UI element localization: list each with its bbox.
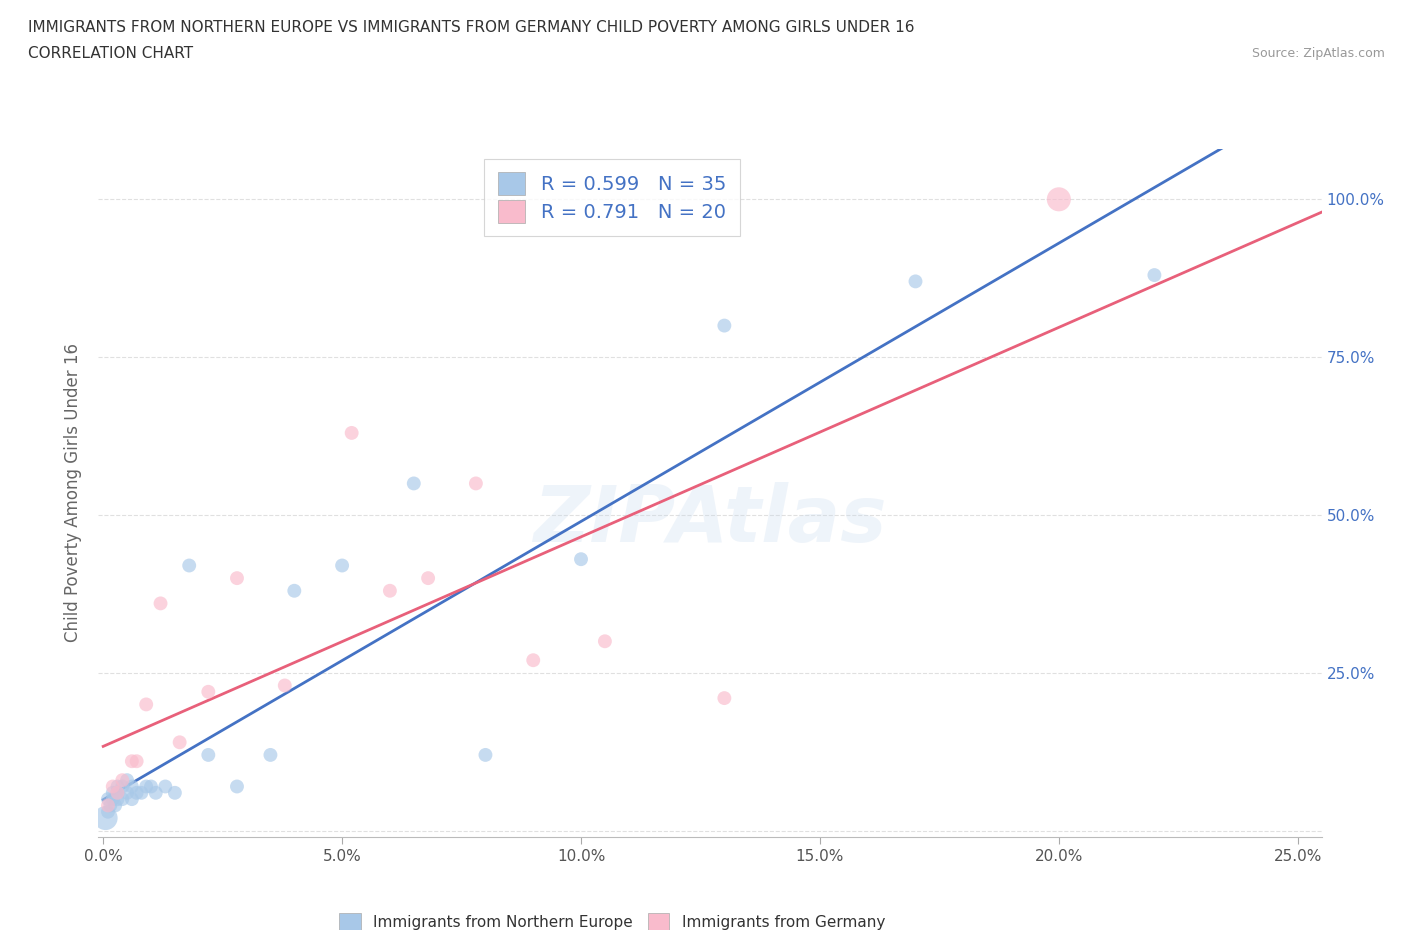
Point: [115, 785, 138, 800]
Point: [131, 785, 153, 800]
Point: [1047, 192, 1070, 206]
Point: [179, 558, 201, 573]
Point: [283, 583, 305, 598]
Point: [101, 791, 124, 806]
Point: [149, 596, 172, 611]
Point: [94, 811, 117, 826]
Point: [226, 571, 249, 586]
Point: [226, 779, 249, 794]
Point: [107, 785, 129, 800]
Point: [121, 754, 143, 769]
Point: [145, 785, 167, 800]
Point: [135, 697, 157, 711]
Point: [98, 798, 121, 813]
Text: ZIPAtlas: ZIPAtlas: [533, 483, 887, 558]
Point: [569, 551, 592, 566]
Point: [340, 426, 363, 441]
Point: [104, 798, 127, 813]
Point: [1143, 268, 1166, 283]
Point: [111, 773, 134, 788]
Point: [169, 735, 191, 750]
Point: [121, 791, 143, 806]
Point: [464, 476, 486, 491]
Point: [107, 785, 129, 800]
Point: [522, 653, 544, 668]
Point: [107, 779, 129, 794]
Point: [713, 691, 735, 706]
Point: [125, 785, 148, 800]
Point: [593, 634, 616, 649]
Point: [101, 785, 124, 800]
Point: [135, 779, 157, 794]
Point: [101, 779, 124, 794]
Point: [139, 779, 162, 794]
Point: [378, 583, 401, 598]
Point: [115, 773, 138, 788]
Point: [197, 684, 219, 699]
Y-axis label: Child Poverty Among Girls Under 16: Child Poverty Among Girls Under 16: [65, 343, 83, 643]
Point: [121, 779, 143, 794]
Legend: Immigrants from Northern Europe, Immigrants from Germany: Immigrants from Northern Europe, Immigra…: [333, 907, 891, 930]
Point: [107, 791, 129, 806]
Point: [197, 748, 219, 763]
Point: [155, 779, 177, 794]
Point: [330, 558, 353, 573]
Text: Source: ZipAtlas.com: Source: ZipAtlas.com: [1251, 46, 1385, 60]
Point: [111, 779, 134, 794]
Point: [402, 476, 425, 491]
Point: [97, 791, 120, 806]
Text: IMMIGRANTS FROM NORTHERN EUROPE VS IMMIGRANTS FROM GERMANY CHILD POVERTY AMONG G: IMMIGRANTS FROM NORTHERN EUROPE VS IMMIG…: [28, 20, 915, 35]
Text: CORRELATION CHART: CORRELATION CHART: [28, 46, 193, 61]
Point: [97, 804, 120, 819]
Point: [163, 785, 186, 800]
Point: [474, 748, 496, 763]
Point: [416, 571, 439, 586]
Point: [259, 748, 281, 763]
Point: [125, 754, 148, 769]
Point: [904, 274, 927, 289]
Point: [111, 791, 134, 806]
Point: [97, 798, 120, 813]
Point: [713, 318, 735, 333]
Point: [274, 678, 297, 693]
